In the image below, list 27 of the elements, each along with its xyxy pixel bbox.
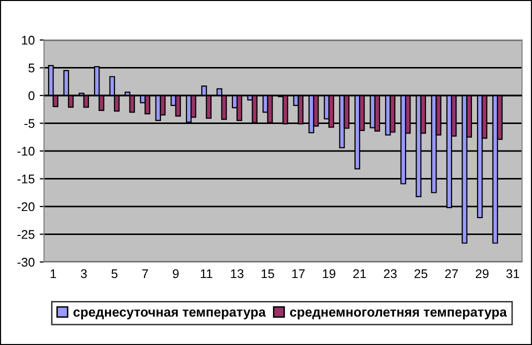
x-tick-label: 15 [262, 269, 274, 278]
y-tick-label: -10 [17, 146, 34, 156]
y-tick-label: 0 [28, 91, 34, 100]
y-tick-label: -25 [17, 230, 34, 239]
x-tick-label: 23 [384, 269, 397, 278]
legend-label: среднемноголетняя температура [290, 309, 507, 320]
x-tick-label: 19 [322, 269, 336, 278]
x-tick-label: 9 [172, 269, 179, 278]
x-tick-label: 29 [476, 269, 489, 278]
y-tick-label: -15 [17, 174, 34, 184]
x-tick-label: 17 [292, 269, 305, 278]
x-tick-label: 1 [50, 269, 56, 278]
y-tick-label: 5 [28, 64, 34, 72]
y-tick-label: 10 [22, 36, 34, 45]
legend-label: среднесуточная температура [73, 309, 266, 320]
x-tick-label: 3 [80, 269, 87, 278]
x-tick-label: 11 [200, 269, 212, 278]
y-tick-label: -5 [24, 119, 34, 128]
x-tick-label: 27 [445, 269, 458, 278]
y-tick-label: -20 [17, 202, 34, 212]
x-tick-label: 13 [231, 269, 244, 278]
x-tick-label: 5 [112, 269, 118, 278]
y-tick-label: -30 [17, 258, 34, 267]
x-tick-label: 25 [414, 269, 428, 278]
x-tick-label: 21 [353, 269, 366, 278]
x-tick-label: 7 [142, 269, 148, 278]
x-tick-label: 31 [506, 269, 520, 278]
